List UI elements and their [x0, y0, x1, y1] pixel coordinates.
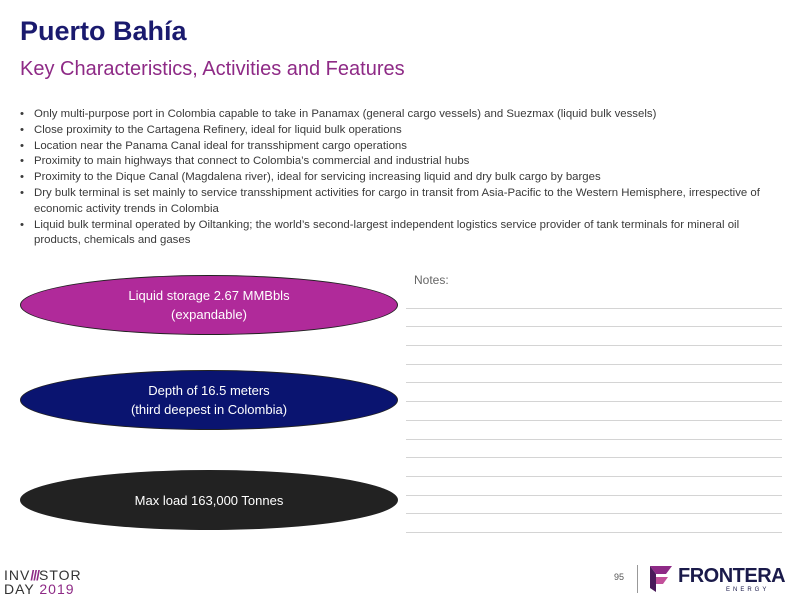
- notes-line: [406, 514, 782, 533]
- highlight-liquid-storage: Liquid storage 2.67 MMBbls (expandable): [20, 275, 398, 335]
- frontera-logo: FRONTERA ENERGY: [648, 563, 798, 595]
- notes-area[interactable]: [406, 290, 782, 533]
- footer-divider: [637, 565, 638, 593]
- event-logo-line1: INV///STOR: [4, 567, 82, 583]
- investor-day-logo: INV///STOR DAY 2019: [4, 568, 82, 596]
- bullet-list: Only multi-purpose port in Colombia capa…: [20, 107, 780, 249]
- bullet-item: Proximity to the Dique Canal (Magdalena …: [20, 170, 780, 186]
- notes-line: [406, 402, 782, 421]
- notes-line: [406, 421, 782, 440]
- notes-line: [406, 383, 782, 403]
- notes-line: [406, 346, 782, 365]
- highlight-max-load: Max load 163,000 Tonnes: [20, 470, 398, 530]
- notes-line: [406, 365, 782, 384]
- company-sub: ENERGY: [726, 587, 770, 593]
- bullet-item: Close proximity to the Cartagena Refiner…: [20, 123, 780, 139]
- bullet-item: Liquid bulk terminal operated by Oiltank…: [20, 218, 780, 250]
- event-logo-line2: DAY 2019: [4, 581, 75, 597]
- bullet-item: Location near the Panama Canal ideal for…: [20, 139, 780, 155]
- notes-label: Notes:: [414, 273, 449, 287]
- company-name: FRONTERA: [678, 565, 786, 587]
- notes-line: [406, 458, 782, 477]
- highlight-depth: Depth of 16.5 meters (third deepest in C…: [20, 370, 398, 430]
- notes-line: [406, 327, 782, 347]
- notes-line: [406, 309, 782, 328]
- notes-line: [406, 290, 782, 309]
- bullet-item: Only multi-purpose port in Colombia capa…: [20, 107, 780, 123]
- bullet-item: Dry bulk terminal is set mainly to servi…: [20, 186, 780, 218]
- bullet-item: Proximity to main highways that connect …: [20, 154, 780, 170]
- notes-line: [406, 496, 782, 515]
- page-subtitle: Key Characteristics, Activities and Feat…: [20, 58, 405, 80]
- frontera-mark-icon: [650, 566, 672, 592]
- notes-line: [406, 477, 782, 496]
- page-title: Puerto Bahía: [20, 16, 187, 46]
- notes-line: [406, 440, 782, 459]
- page-number: 95: [614, 572, 625, 582]
